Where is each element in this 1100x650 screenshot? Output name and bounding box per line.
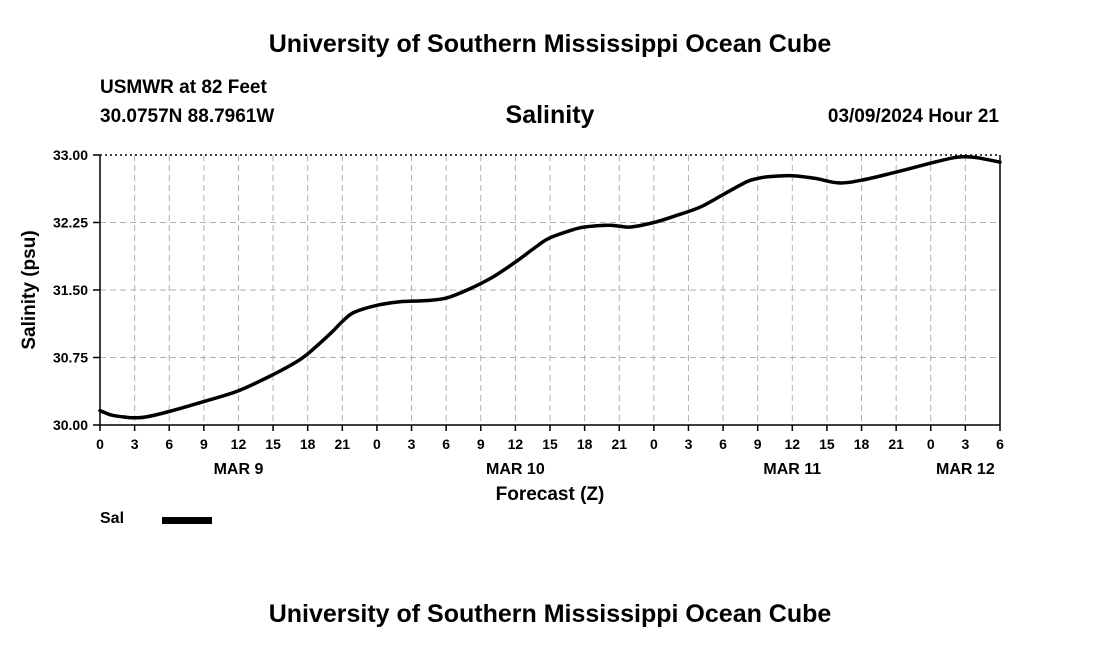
x-tick-label: 21 <box>335 436 351 452</box>
legend-swatch <box>162 517 212 524</box>
x-tick-label: 15 <box>819 436 835 452</box>
x-tick-label: 6 <box>996 436 1004 452</box>
x-axis-title: Forecast (Z) <box>496 484 605 505</box>
x-tick-label: 0 <box>96 436 104 452</box>
x-tick-label: 3 <box>685 436 693 452</box>
x-tick-label: 9 <box>200 436 208 452</box>
x-tick-label: 18 <box>854 436 870 452</box>
legend-label: Sal <box>100 510 125 527</box>
series-line-sal <box>98 155 1002 420</box>
x-tick-label: 0 <box>373 436 381 452</box>
y-axis-title: Salinity (psu) <box>19 230 40 349</box>
x-tick-label: 18 <box>300 436 316 452</box>
x-tick-label: 12 <box>231 436 247 452</box>
x-tick-label: 3 <box>961 436 969 452</box>
y-tick-label: 33.00 <box>53 147 88 163</box>
y-tick-label: 31.50 <box>53 282 88 298</box>
y-tick-label: 32.25 <box>53 215 88 231</box>
x-tick-label: 6 <box>719 436 727 452</box>
station-label: USMWR at 82 Feet <box>100 77 267 98</box>
x-tick-label: 9 <box>754 436 762 452</box>
x-tick-label: 15 <box>542 436 558 452</box>
x-tick-label: 6 <box>165 436 173 452</box>
x-tick-label: 0 <box>927 436 935 452</box>
y-tick-label: 30.00 <box>53 417 88 433</box>
x-tick-label: 12 <box>508 436 524 452</box>
y-tick-label: 30.75 <box>53 350 88 366</box>
x-day-label: MAR 11 <box>763 461 821 478</box>
x-day-label: MAR 10 <box>486 461 545 478</box>
x-day-label: MAR 9 <box>214 461 264 478</box>
x-day-label: MAR 12 <box>936 461 995 478</box>
page-title: University of Southern Mississippi Ocean… <box>268 30 832 58</box>
footer-title: University of Southern Mississippi Ocean… <box>268 600 832 628</box>
forecast-datetime: 03/09/2024 Hour 21 <box>827 106 999 127</box>
station-coordinates: 30.0757N 88.7961W <box>100 106 275 127</box>
chart-title: Salinity <box>505 101 595 129</box>
x-tick-label: 12 <box>785 436 801 452</box>
x-tick-label: 18 <box>577 436 593 452</box>
x-tick-label: 21 <box>888 436 904 452</box>
x-tick-label: 0 <box>650 436 658 452</box>
x-tick-label: 3 <box>131 436 139 452</box>
x-tick-label: 6 <box>442 436 450 452</box>
x-tick-label: 9 <box>477 436 485 452</box>
x-tick-label: 21 <box>611 436 627 452</box>
x-tick-label: 3 <box>408 436 416 452</box>
x-tick-label: 15 <box>265 436 281 452</box>
